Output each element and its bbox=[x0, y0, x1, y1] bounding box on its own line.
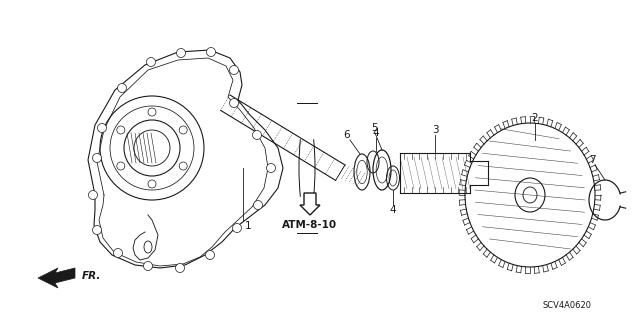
Text: 4: 4 bbox=[390, 205, 396, 215]
Circle shape bbox=[175, 263, 184, 272]
Text: 4: 4 bbox=[372, 128, 380, 138]
Circle shape bbox=[148, 108, 156, 116]
Text: SCV4A0620: SCV4A0620 bbox=[543, 300, 591, 309]
Text: ATM-8-10: ATM-8-10 bbox=[282, 220, 337, 230]
Circle shape bbox=[88, 190, 97, 199]
Circle shape bbox=[97, 123, 106, 132]
Text: 6: 6 bbox=[344, 130, 350, 140]
Circle shape bbox=[93, 226, 102, 234]
Circle shape bbox=[117, 162, 125, 170]
Circle shape bbox=[177, 48, 186, 57]
Circle shape bbox=[232, 224, 241, 233]
Circle shape bbox=[93, 153, 102, 162]
Text: 7: 7 bbox=[589, 155, 595, 165]
Text: 3: 3 bbox=[432, 125, 438, 135]
Circle shape bbox=[147, 57, 156, 66]
Circle shape bbox=[207, 48, 216, 56]
Circle shape bbox=[179, 162, 187, 170]
Circle shape bbox=[179, 126, 187, 134]
Circle shape bbox=[148, 180, 156, 188]
Circle shape bbox=[253, 130, 262, 139]
Circle shape bbox=[230, 65, 239, 75]
Text: FR.: FR. bbox=[82, 271, 101, 281]
Text: 2: 2 bbox=[532, 113, 538, 123]
Circle shape bbox=[117, 126, 125, 134]
Circle shape bbox=[266, 164, 275, 173]
Circle shape bbox=[230, 99, 239, 108]
Circle shape bbox=[253, 201, 262, 210]
Text: 5: 5 bbox=[371, 123, 378, 133]
Polygon shape bbox=[38, 268, 75, 288]
Circle shape bbox=[205, 250, 214, 259]
Polygon shape bbox=[300, 193, 320, 215]
Circle shape bbox=[143, 262, 152, 271]
Text: 1: 1 bbox=[244, 221, 252, 231]
Circle shape bbox=[118, 84, 127, 93]
Circle shape bbox=[113, 249, 122, 257]
